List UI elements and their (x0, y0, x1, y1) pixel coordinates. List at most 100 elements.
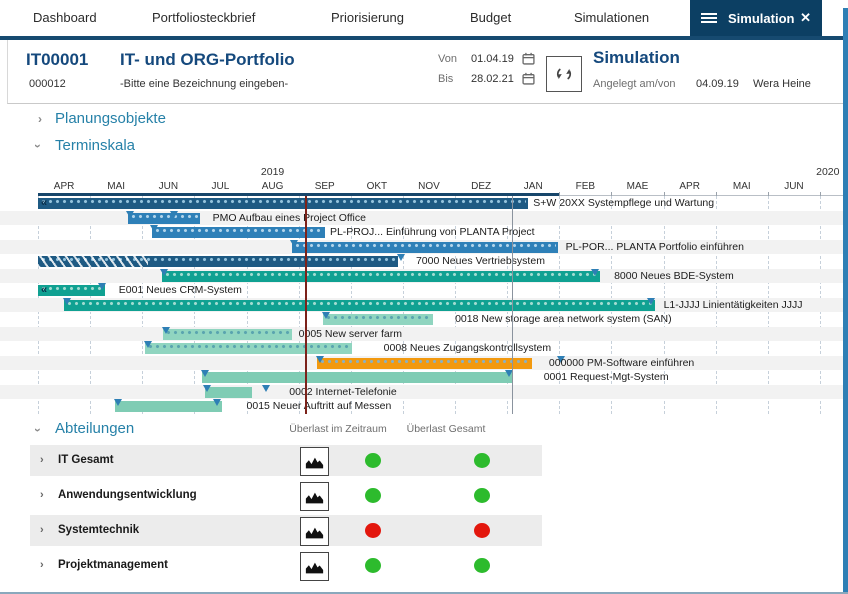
bar-dot-pattern (293, 242, 557, 248)
gantt-bar-0002[interactable] (204, 386, 252, 398)
portfolio-subtitle[interactable]: -Bitte eine Bezeichnung eingeben- (120, 78, 289, 90)
milestone-triangle-icon[interactable] (160, 268, 169, 276)
axis-tick (559, 192, 561, 196)
gantt-bar-0001[interactable] (202, 372, 513, 383)
gantt-bar-e001[interactable]: « (38, 284, 106, 296)
milestone-triangle-icon[interactable] (557, 355, 566, 363)
tab-simulationen[interactable]: Simulationen (574, 10, 650, 25)
milestone-triangle-icon[interactable] (321, 312, 330, 319)
gantt-bar-0018[interactable] (323, 314, 434, 325)
gantt-task-label: E001 Neues CRM-System (118, 284, 242, 297)
gantt-bar-8000[interactable] (162, 270, 600, 282)
milestone-triangle-icon[interactable] (143, 341, 152, 348)
gantt-task-label: 0018 New storage area network system (SA… (455, 313, 672, 326)
month-label: APR (679, 181, 700, 192)
department-name: Projektmanagement (58, 559, 168, 571)
milestone-triangle-icon[interactable] (62, 297, 71, 305)
created-by: Wera Heine (753, 78, 811, 90)
utilization-chart-button[interactable] (300, 482, 329, 511)
gantt-bar-s-w[interactable]: « (38, 197, 529, 209)
status-dot-ueberlast-gesamt (474, 523, 490, 538)
chevron-right-icon[interactable]: › (40, 559, 44, 571)
refresh-icon (556, 68, 572, 80)
axis-tick (663, 192, 665, 196)
gantt-bar-000000[interactable] (316, 357, 533, 369)
milestone-triangle-icon[interactable] (261, 384, 270, 392)
status-dot-ueberlast-zeitraum (365, 453, 381, 468)
gantt-task-row: L1-JJJJ Linientätigkeiten JJJJ (0, 297, 848, 312)
gantt-bar-0008[interactable] (144, 343, 352, 354)
gantt-task-label: S+W 20XX Systempflege und Wartung (533, 197, 715, 210)
tab-dashboard[interactable]: Dashboard (33, 10, 97, 25)
gantt-bar-7000[interactable] (38, 256, 399, 267)
von-value[interactable]: 01.04.19 (471, 53, 514, 65)
calendar-icon[interactable] (522, 72, 535, 85)
gantt-task-row: PMO Aufbau eines Project Office (0, 210, 848, 225)
section-planungsobjekte[interactable]: Planungsobjekte (55, 110, 166, 127)
milestone-triangle-icon[interactable] (98, 283, 107, 290)
gantt-task-row: 7000 Neues Vertriebsystem (0, 254, 848, 269)
section-terminskala[interactable]: Terminskala (55, 137, 136, 154)
gantt-bar-pl-proj[interactable] (152, 227, 326, 238)
utilization-chart-button[interactable] (300, 517, 329, 546)
tab-budget[interactable]: Budget (470, 10, 512, 25)
menu-icon[interactable] (701, 12, 717, 24)
tab-portfoliosteckbrief[interactable]: Portfoliosteckbrief (152, 10, 256, 25)
milestone-triangle-icon[interactable] (200, 370, 209, 377)
milestone-triangle-icon[interactable] (396, 254, 405, 261)
milestone-triangle-icon[interactable] (113, 399, 122, 406)
milestone-triangle-icon[interactable] (289, 239, 298, 247)
gantt-bar-0015[interactable] (115, 401, 223, 412)
gantt-task-row: PL-POR... PLANTA Portfolio einführen (0, 239, 848, 254)
von-label: Von (438, 53, 457, 65)
milestone-triangle-icon[interactable] (203, 384, 212, 392)
utilization-chart-button[interactable] (300, 552, 329, 581)
tab-priorisierung[interactable]: Priorisierung (331, 10, 404, 25)
milestone-triangle-icon[interactable] (170, 210, 179, 218)
chevron-right-icon[interactable]: › (40, 524, 44, 536)
close-icon[interactable]: ✕ (800, 10, 811, 25)
department-name: IT Gesamt (58, 454, 114, 466)
window-right-edge[interactable] (843, 8, 848, 594)
gantt-task-row: 8000 Neues BDE-System (0, 268, 848, 283)
bar-hatch-pattern (38, 256, 148, 267)
milestone-triangle-icon[interactable] (591, 268, 600, 276)
bis-value[interactable]: 28.02.21 (471, 73, 514, 85)
gantt-bar-pmo[interactable] (128, 212, 201, 224)
gantt-bar-0005[interactable] (163, 328, 292, 340)
gantt-task-label: L1-JJJJ Linientätigkeiten JJJJ (663, 298, 803, 311)
continues-left-arrow-icon: « (41, 197, 47, 209)
month-label: JUL (211, 181, 230, 192)
milestone-triangle-icon[interactable] (126, 210, 135, 218)
milestone-triangle-icon[interactable] (315, 355, 324, 363)
gantt-task-label: 000000 PM-Software einführen (548, 356, 695, 369)
chevron-down-icon[interactable]: › (31, 144, 45, 148)
department-name: Anwendungsentwicklung (58, 489, 197, 501)
milestone-triangle-icon[interactable] (150, 225, 159, 232)
area-chart-icon (305, 527, 324, 539)
chevron-down-icon[interactable]: › (31, 428, 45, 432)
chevron-right-icon[interactable]: › (38, 112, 42, 126)
gantt-bar-pl-por[interactable] (291, 241, 559, 253)
gantt-task-label: 0015 Neuer Auftritt auf Messen (246, 400, 392, 413)
gantt-bar-l1-jjjj[interactable] (64, 299, 656, 311)
chevron-right-icon[interactable]: › (40, 454, 44, 466)
department-row-systemtechnik[interactable]: › Systemtechnik (30, 515, 542, 546)
section-abteilungen[interactable]: Abteilungen (55, 420, 135, 437)
department-row-it-gesamt[interactable]: › IT Gesamt (30, 445, 542, 476)
milestone-triangle-icon[interactable] (646, 297, 655, 305)
milestone-triangle-icon[interactable] (504, 370, 513, 377)
status-dot-ueberlast-gesamt (474, 453, 490, 468)
utilization-chart-button[interactable] (300, 447, 329, 476)
axis-tick (819, 192, 821, 196)
milestone-triangle-icon[interactable] (212, 399, 221, 406)
department-row-anwendungsentwicklung[interactable]: › Anwendungsentwicklung (30, 480, 542, 511)
bar-dot-pattern (40, 286, 104, 291)
milestone-triangle-icon[interactable] (161, 326, 170, 334)
gantt-task-label: PMO Aufbau eines Project Office (212, 211, 366, 224)
calendar-icon[interactable] (522, 52, 535, 65)
chevron-right-icon[interactable]: › (40, 489, 44, 501)
refresh-button[interactable] (546, 56, 582, 92)
department-row-projektmanagement[interactable]: › Projektmanagement (30, 550, 542, 581)
tab-simulation-active[interactable]: Simulation ✕ (690, 0, 822, 36)
